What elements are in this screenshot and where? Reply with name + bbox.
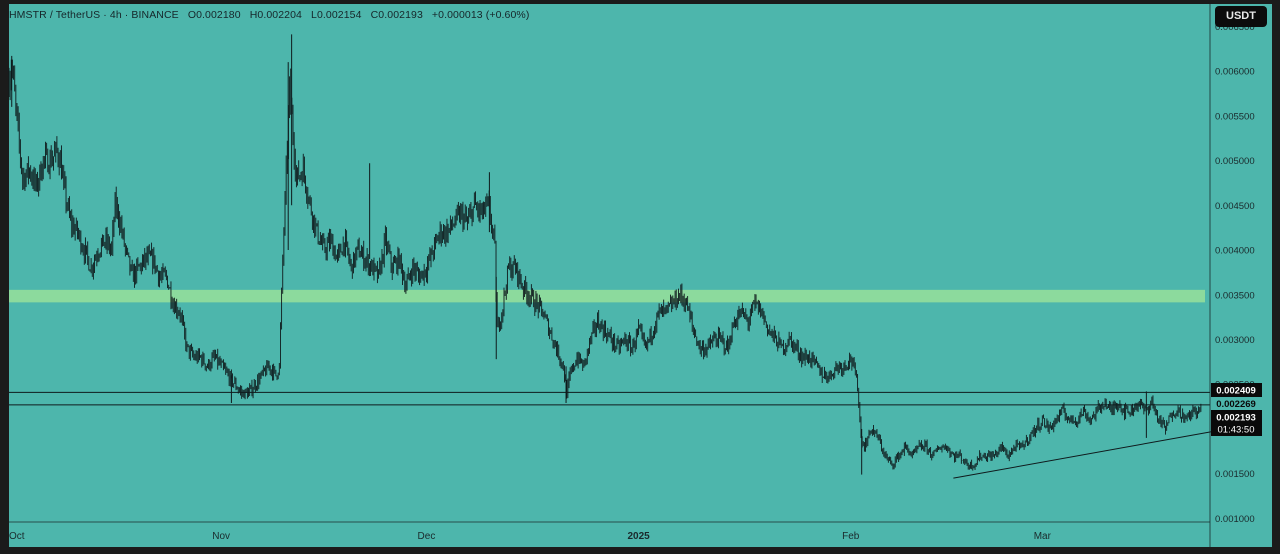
y-tick-label-10: 0.001500 bbox=[1215, 469, 1255, 480]
close-value: C0.002193 bbox=[370, 9, 423, 21]
y-tick-label-2: 0.005500 bbox=[1215, 111, 1255, 122]
zone-band bbox=[9, 289, 1205, 303]
candle-countdown-text: 01:43:50 bbox=[1218, 425, 1255, 436]
price-label-upper: 0.002409 bbox=[1211, 383, 1262, 397]
low-value: L0.002154 bbox=[311, 9, 362, 21]
x-tick-label-3: 2025 bbox=[627, 531, 650, 542]
price-label-upper-text: 0.002409 bbox=[1216, 386, 1256, 397]
symbol-info[interactable]: HMSTR / TetherUS · 4h · BINANCE bbox=[9, 9, 179, 21]
time-axis-background bbox=[9, 522, 1210, 547]
x-tick-label-2: Dec bbox=[418, 531, 436, 542]
x-tick-label-1: Nov bbox=[212, 531, 230, 542]
price-label-lower-text: 0.002269 bbox=[1216, 399, 1256, 410]
y-tick-label-5: 0.004000 bbox=[1215, 246, 1255, 257]
price-label-lower: 0.002269 bbox=[1211, 397, 1262, 410]
x-tick-label-5: Mar bbox=[1034, 531, 1052, 542]
y-tick-label-6: 0.003500 bbox=[1215, 290, 1255, 301]
y-tick-label-11: 0.001000 bbox=[1215, 514, 1255, 525]
high-value: H0.002204 bbox=[249, 9, 302, 21]
price-axis-background bbox=[1210, 4, 1272, 547]
trendline bbox=[953, 430, 1214, 479]
currency-button[interactable]: USDT bbox=[1215, 6, 1267, 27]
plot-background bbox=[9, 4, 1210, 522]
open-value: O0.002180 bbox=[187, 9, 241, 21]
support-trendline bbox=[953, 430, 1214, 479]
change-value: +0.000013 (+0.60%) bbox=[431, 9, 530, 21]
y-tick-label-3: 0.005000 bbox=[1215, 156, 1255, 167]
symbol-legend: HMSTR / TetherUS · 4h · BINANCE O0.00218… bbox=[9, 9, 535, 21]
price-label-current: 0.002193 01:43:50 bbox=[1211, 410, 1262, 436]
y-tick-label-4: 0.004500 bbox=[1215, 201, 1255, 212]
candlesticks bbox=[8, 34, 1202, 475]
y-tick-label-0: 0.006500 bbox=[1215, 22, 1255, 33]
x-tick-label-4: Feb bbox=[842, 531, 860, 542]
price-label-current-text: 0.002193 bbox=[1216, 413, 1256, 424]
support-resistance-zone bbox=[9, 289, 1205, 303]
y-tick-label-1: 0.006000 bbox=[1215, 67, 1255, 78]
x-tick-label-0: Oct bbox=[9, 531, 25, 542]
time-axis-ticks: Oct Nov Dec 2025 Feb Mar bbox=[9, 531, 1052, 542]
horizontal-lines bbox=[9, 391, 1210, 406]
y-tick-label-7: 0.003000 bbox=[1215, 335, 1255, 346]
